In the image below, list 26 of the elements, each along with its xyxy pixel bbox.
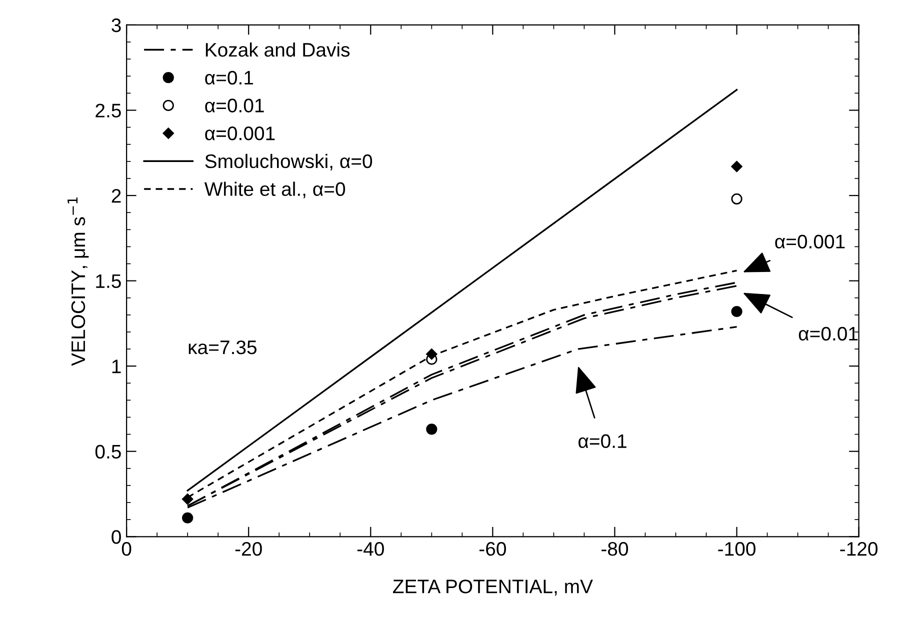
annotation: α=0.01: [798, 326, 858, 341]
y-axis-title: VELOCITY, μm s$^{−1}$: [68, 197, 89, 366]
x-tick-label: -80: [602, 542, 628, 556]
legend-label: α=0.01: [205, 98, 264, 112]
y-tick-label: 3: [112, 18, 121, 32]
legend-label: α=0.1: [205, 70, 254, 85]
y-tick-label: 2: [112, 188, 121, 203]
legend-label: Kozak and Davis: [206, 42, 350, 57]
x-tick-label: -20: [235, 542, 262, 556]
y-tick-label: 1.5: [96, 274, 121, 288]
legend-label: α=0.001: [205, 126, 275, 140]
x-tick-label: -60: [479, 542, 506, 556]
y-tick-label: 0.5: [95, 444, 121, 459]
y-tick-label: 0: [112, 530, 121, 544]
annotation: κa=7.35: [188, 340, 256, 354]
annotation: α=0.1: [578, 434, 626, 448]
y-tick-label: 2.5: [96, 104, 121, 118]
legend-label: Smoluchowski, α=0: [205, 154, 372, 170]
y-tick-label: 1: [112, 360, 121, 374]
x-axis-title: ZETA POTENTIAL, mV: [392, 580, 593, 596]
x-tick-label: 0: [122, 542, 132, 556]
x-tick-label: -40: [357, 542, 384, 556]
annotation: α=0.001: [775, 234, 845, 248]
x-tick-label: -120: [840, 542, 878, 556]
legend-label: White et al., α=0: [204, 182, 346, 198]
x-tick-label: -100: [718, 542, 756, 556]
